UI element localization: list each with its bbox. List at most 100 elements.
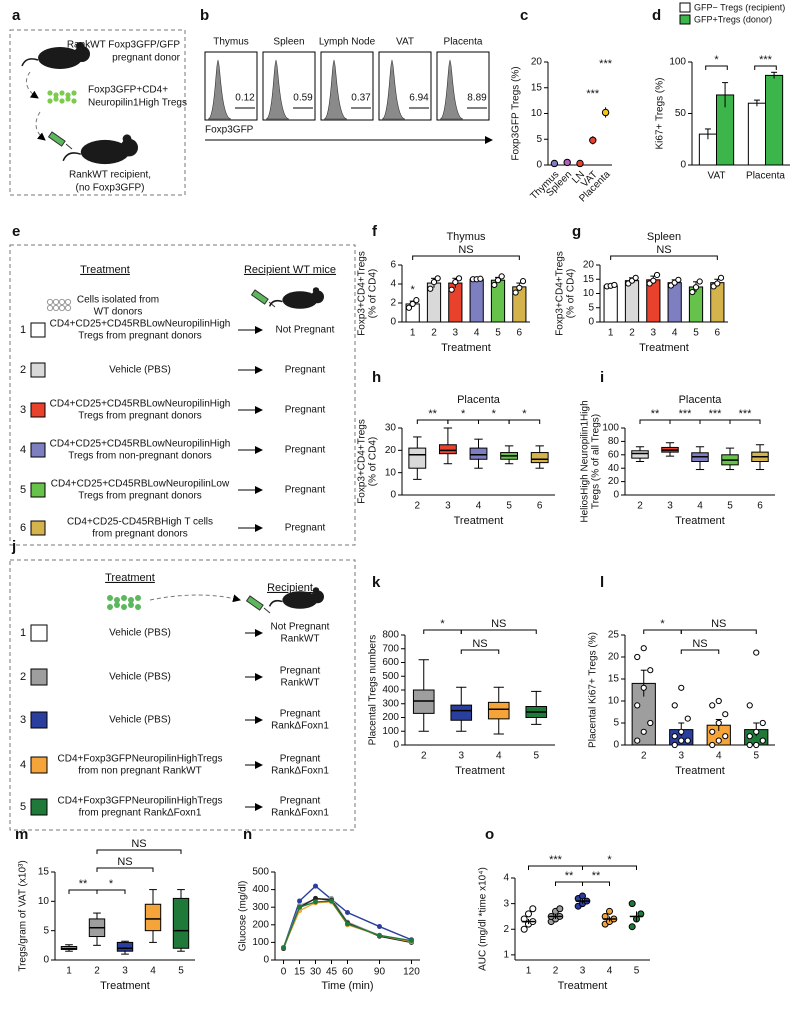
outcome-text: Pregnant <box>280 796 321 807</box>
header: Recipient WT mice <box>244 264 336 276</box>
cell-dot <box>46 304 54 312</box>
treatment-text: Tregs from pregnant donors <box>78 411 202 422</box>
y-axis-label: Placental Ki67+ Tregs (%) <box>588 632 599 748</box>
significance-label: NS <box>491 618 506 630</box>
y-axis-label: Glucose (mg/dl) <box>238 881 249 952</box>
x-axis-label: Treatment <box>675 515 725 527</box>
row-number: 4 <box>20 759 26 771</box>
treatment-text: Vehicle (PBS) <box>109 715 171 726</box>
y-tick-label: 0 <box>588 317 594 328</box>
mouse-icon <box>74 46 90 62</box>
panel-letter: d <box>652 7 661 24</box>
data-point <box>684 715 691 722</box>
treatment-text: CD4+CD25+CD45RBLowNeuropilinHigh <box>50 319 231 330</box>
data-point <box>455 275 463 282</box>
cell-dot <box>52 304 60 312</box>
panel-letter: o <box>485 826 494 843</box>
data-point <box>498 273 505 280</box>
treg-dot <box>47 90 53 96</box>
y-tick-label: 10 <box>608 696 620 707</box>
y-axis-label: (% of CD4) <box>566 269 577 318</box>
x-tick-label: 90 <box>374 967 386 978</box>
treg-dot <box>121 604 127 610</box>
significance-bracket <box>68 889 98 894</box>
y-tick-label: 30 <box>385 423 397 434</box>
flow-peak <box>323 59 348 120</box>
y-tick-label: 50 <box>675 108 687 119</box>
significance-bracket <box>460 649 500 654</box>
data-point <box>556 905 564 913</box>
data-point <box>746 741 753 749</box>
flow-peak <box>381 59 406 120</box>
x-axis-label: Time (min) <box>321 980 373 992</box>
y-tick-label: 20 <box>608 476 620 487</box>
panel-j-frame <box>9 559 356 831</box>
data-point <box>759 719 766 727</box>
flow-plot <box>436 51 490 121</box>
data-point <box>722 733 729 740</box>
y-tick-label: 100 <box>602 423 619 434</box>
outcome-text: Pregnant <box>280 754 321 765</box>
data-point <box>709 741 716 749</box>
cell-dot <box>64 304 72 312</box>
x-axis-label: Treatment <box>455 765 505 777</box>
data-point <box>696 278 703 285</box>
syringe-icon <box>263 607 271 614</box>
x-axis-label: Treatment <box>639 342 689 354</box>
mean-dot <box>576 159 584 168</box>
row-number: 5 <box>20 801 26 813</box>
y-tick-label: 0 <box>536 160 542 171</box>
mean-dot <box>601 108 610 117</box>
tissue-label: Placenta <box>444 37 483 48</box>
significance-label: * <box>492 408 497 420</box>
chart-title: Placenta <box>679 394 723 406</box>
row-number: 1 <box>20 324 26 336</box>
data-point <box>529 905 537 913</box>
x-tick-label: 2 <box>641 751 647 762</box>
treg-dot <box>47 98 53 104</box>
mouse-icon <box>311 590 324 604</box>
x-tick-label: 3 <box>445 501 451 512</box>
mouse-icon <box>122 134 132 144</box>
data-point <box>759 737 766 744</box>
mouse-icon <box>311 290 324 304</box>
data-point <box>717 274 725 281</box>
x-tick-label: 3 <box>458 751 464 762</box>
panel-letter: l <box>600 574 604 591</box>
cell-dot <box>64 298 72 306</box>
y-tick-label: 6 <box>390 260 396 271</box>
y-tick-label: 5 <box>613 718 619 729</box>
line-point <box>313 883 319 889</box>
data-point <box>671 733 678 740</box>
data-point <box>715 737 722 744</box>
mouse-icon <box>282 291 318 309</box>
significance-bracket <box>412 255 520 260</box>
treg-dot <box>107 595 113 601</box>
flow-plot <box>320 51 374 121</box>
row-number: 1 <box>20 627 26 639</box>
mouse-icon <box>38 47 82 69</box>
data-point <box>413 297 420 304</box>
y-axis-label: Ki67+ Tregs (%) <box>655 78 666 150</box>
x-tick-label: 2 <box>421 751 427 762</box>
x-tick-label: 5 <box>495 328 501 339</box>
treatment-text: Tregs from pregnant donors <box>78 491 202 502</box>
donor-text: pregnant donor <box>112 53 181 64</box>
data-point <box>746 702 753 709</box>
mean-dot <box>550 159 559 168</box>
mouse-icon <box>312 587 320 594</box>
y-tick-label: 5 <box>536 134 542 145</box>
treg-dot <box>107 604 113 610</box>
chart-title: Placenta <box>457 394 501 406</box>
significance-label: ** <box>565 870 574 882</box>
outcome-text: Pregnant <box>285 485 326 496</box>
significance-label: *** <box>549 854 563 866</box>
x-tick-label: 5 <box>533 751 539 762</box>
significance-bracket <box>460 629 537 634</box>
x-tick-label: 4 <box>476 501 482 512</box>
y-tick-label: 600 <box>382 657 399 668</box>
significance-bracket <box>528 865 583 870</box>
significance-label: NS <box>692 638 707 650</box>
y-tick-label: 400 <box>252 884 269 895</box>
treatment-swatch <box>30 668 48 686</box>
